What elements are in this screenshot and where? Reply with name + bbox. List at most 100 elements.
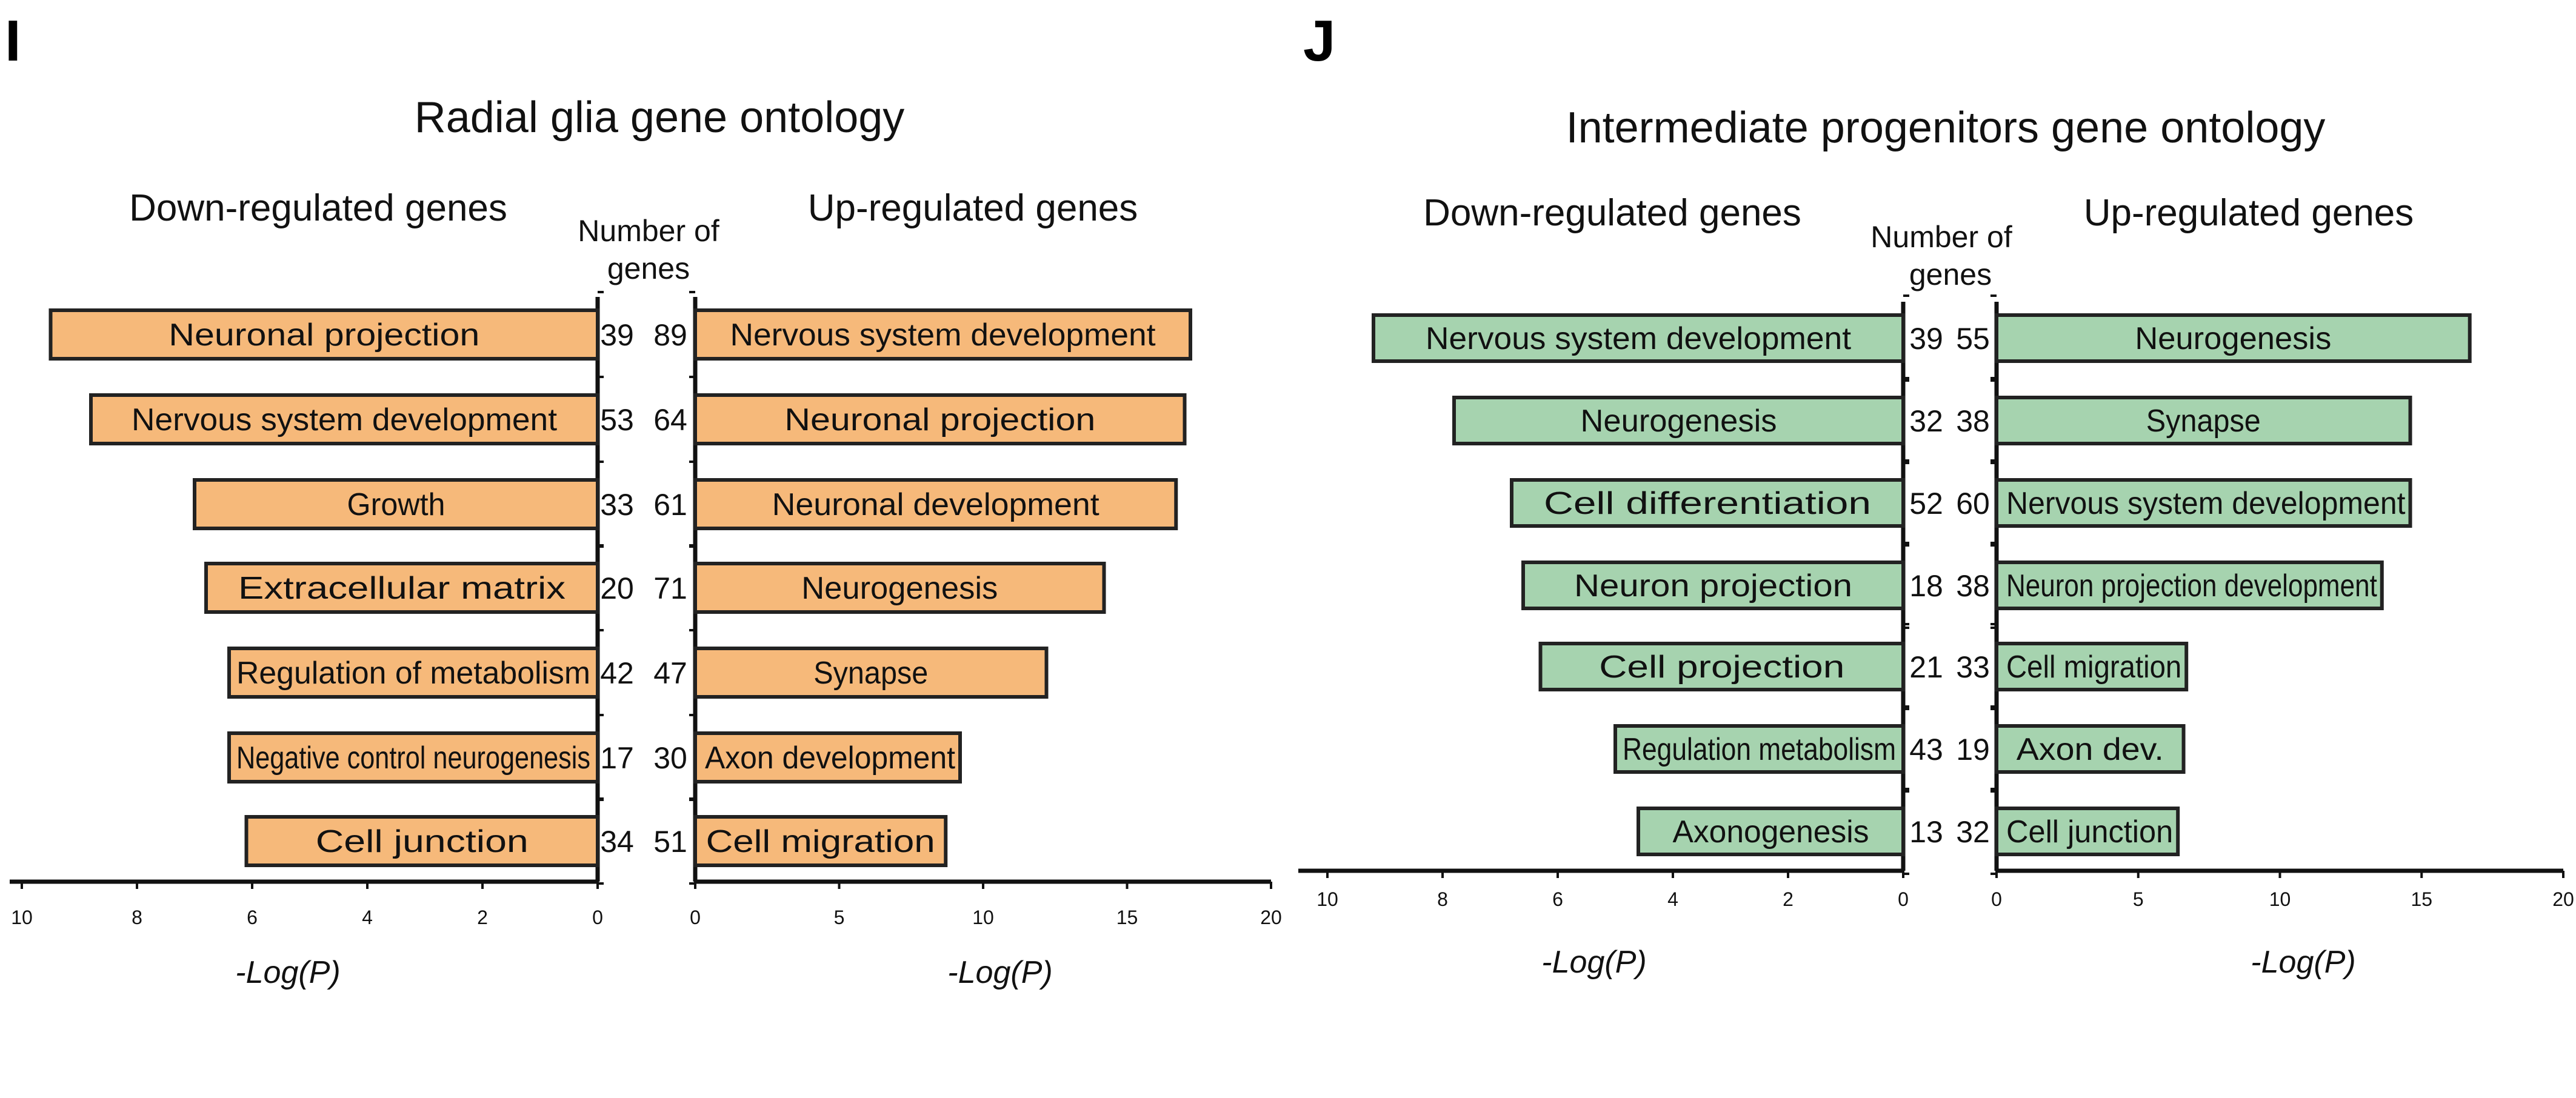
- panel-letter-i: I: [5, 8, 21, 73]
- down-x-tick-label: 10: [11, 907, 33, 928]
- down-heading-j: Down-regulated genes: [1423, 192, 1801, 234]
- up-bar-label: Axon dev.: [2017, 732, 2164, 767]
- up-x-tick-label: 20: [2552, 888, 2574, 910]
- up-heading-i: Up-regulated genes: [808, 187, 1138, 229]
- down-bar: [1372, 313, 1905, 363]
- down-bar-label: Negative control neurogenesis: [236, 740, 590, 776]
- down-bar-label: Cell differentiation: [1544, 486, 1871, 521]
- down-gene-count: 39: [1909, 322, 1943, 356]
- up-gene-count: 38: [1956, 569, 1990, 603]
- down-bar-label: Neurogenesis: [1581, 404, 1777, 439]
- up-gene-count: 60: [1956, 487, 1990, 521]
- down-gene-count: 52: [1909, 487, 1943, 521]
- down-x-tick-label: 4: [362, 907, 373, 928]
- down-bar-label: Neuron projection: [1574, 568, 1852, 604]
- down-bar-label: Growth: [347, 487, 445, 522]
- count-header-line2-j: genes: [1909, 258, 1992, 291]
- down-gene-count: 13: [1909, 815, 1943, 849]
- up-gene-count: 38: [1956, 404, 1990, 438]
- down-heading-i: Down-regulated genes: [129, 187, 507, 229]
- up-gene-count: 51: [653, 825, 687, 859]
- up-bar: [1995, 396, 2412, 445]
- down-bar-label: Axonogenesis: [1673, 814, 1869, 850]
- down-x-tick-label: 8: [132, 907, 142, 928]
- down-x-tick-label: 8: [1437, 888, 1448, 910]
- up-bar-label: Neurogenesis: [801, 571, 998, 606]
- down-gene-count: 43: [1909, 733, 1943, 767]
- up-bar: [1995, 642, 2189, 691]
- down-x-tick-label: 0: [1898, 888, 1909, 910]
- up-bar: [1995, 807, 2180, 856]
- down-bar: [193, 478, 599, 530]
- up-gene-count: 55: [1956, 322, 1990, 356]
- down-gene-count: 32: [1909, 404, 1943, 438]
- down-gene-count: 34: [600, 825, 634, 859]
- down-bar: [244, 815, 599, 867]
- down-bar-label: Neuronal projection: [169, 318, 479, 353]
- up-bar-label: Cell junction: [2006, 814, 2173, 850]
- down-bar: [227, 731, 599, 784]
- up-x-tick-label: 0: [690, 907, 701, 928]
- up-x-tick-label: 20: [1260, 907, 1282, 928]
- up-bar-label: Neuron projection development: [2006, 568, 2377, 604]
- up-bar: [693, 478, 1178, 530]
- up-x-tick-label: 15: [1116, 907, 1138, 928]
- down-bar-label: Cell projection: [1599, 650, 1844, 685]
- up-x-tick-label: 10: [972, 907, 994, 928]
- chart-title-j: Intermediate progenitors gene ontology: [1566, 104, 2326, 152]
- up-bar: [693, 562, 1106, 614]
- down-bar: [48, 308, 599, 361]
- down-x-tick-label: 4: [1667, 888, 1678, 910]
- down-x-tick-label: 6: [247, 907, 258, 928]
- up-bar: [693, 393, 1187, 445]
- down-gene-count: 20: [600, 571, 634, 605]
- down-bar: [89, 393, 599, 445]
- down-gene-count: 21: [1909, 650, 1943, 684]
- down-bar-label: Nervous system development: [132, 402, 558, 438]
- up-bar: [1995, 561, 2384, 610]
- up-bar: [1995, 724, 2186, 774]
- down-x-tick-label: 0: [592, 907, 603, 928]
- up-x-tick-label: 10: [2269, 888, 2291, 910]
- down-axis-title-j: -Log(P): [1541, 945, 1646, 980]
- down-x-tick-label: 6: [1552, 888, 1563, 910]
- up-bar-label: Neuronal development: [772, 487, 1100, 522]
- up-bar-label: Synapse: [2146, 404, 2261, 439]
- down-bar: [1538, 642, 1905, 691]
- up-bar-label: Cell migration: [706, 824, 935, 859]
- down-bar: [204, 562, 599, 614]
- up-axis-title-i: -Log(P): [947, 955, 1052, 990]
- down-bar-label: Cell junction: [316, 824, 529, 859]
- up-bar-label: Axon development: [705, 740, 956, 776]
- down-bar: [227, 647, 599, 699]
- up-bar-label: Neuronal projection: [784, 402, 1095, 438]
- down-gene-count: 53: [600, 403, 634, 437]
- down-gene-count: 17: [600, 741, 634, 775]
- panel-letter-j: J: [1303, 8, 1335, 73]
- up-gene-count: 89: [653, 318, 687, 352]
- up-gene-count: 33: [1956, 650, 1990, 684]
- up-axis-title-j: -Log(P): [2251, 945, 2355, 980]
- down-bar: [1510, 478, 1905, 528]
- up-gene-count: 64: [653, 403, 687, 437]
- up-bar: [693, 731, 962, 784]
- up-x-tick-label: 0: [1991, 888, 2002, 910]
- up-gene-count: 19: [1956, 733, 1990, 767]
- up-bar: [1995, 313, 2472, 363]
- count-header-line1-j: Number of: [1870, 220, 2012, 254]
- down-gene-count: 42: [600, 656, 634, 690]
- up-gene-count: 30: [653, 741, 687, 775]
- down-bar: [1521, 561, 1905, 610]
- up-bar-label: Synapse: [813, 656, 928, 691]
- down-gene-count: 33: [600, 488, 634, 522]
- up-x-tick-label: 5: [2133, 888, 2144, 910]
- down-bar: [1452, 396, 1905, 445]
- down-bar-label: Nervous system development: [1426, 321, 1852, 356]
- count-header-line1-i: Number of: [578, 214, 719, 248]
- down-bar-label: Extracellular matrix: [238, 571, 566, 606]
- up-bar: [693, 647, 1049, 699]
- up-bar-label: Nervous system development: [2006, 486, 2406, 521]
- down-bar-label: Regulation of metabolism: [236, 656, 590, 691]
